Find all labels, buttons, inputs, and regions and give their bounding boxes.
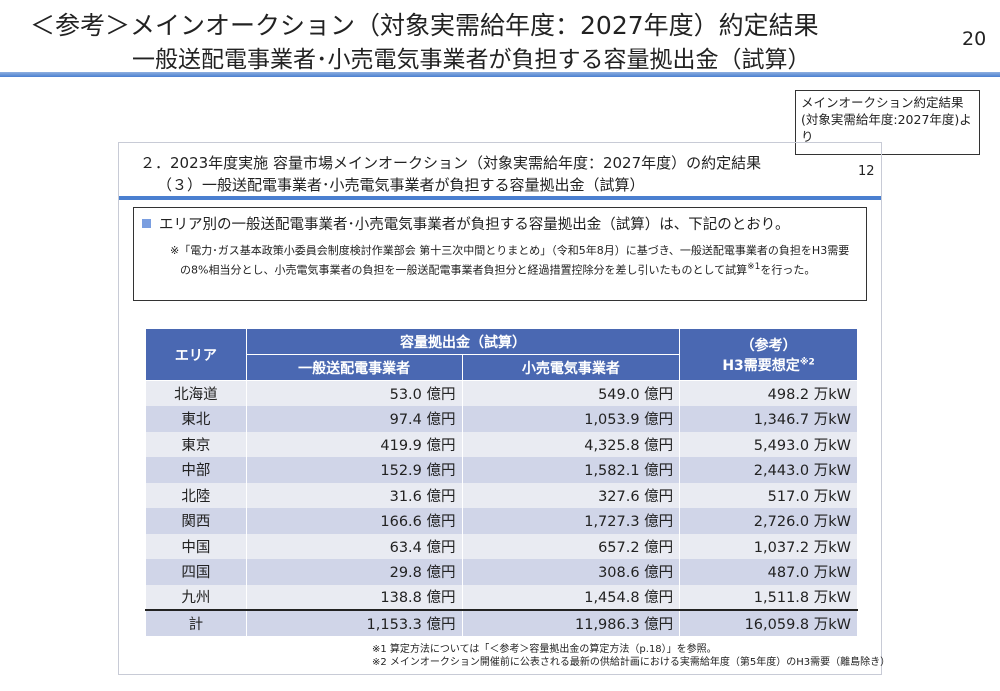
bullet-item: エリア別の一般送配電事業者･小売電気事業者が負担する容量拠出金（試算）は、下記の… bbox=[142, 213, 789, 234]
table-row: 東北 97.4 億円 1,053.9 億円 1,346.7 万kW bbox=[145, 406, 858, 432]
footnote-2: ※2 メインオークション開催前に公表される最新の供給計画における実需給年度（第5… bbox=[372, 657, 891, 668]
summary-box bbox=[133, 207, 867, 301]
table-row: 東京 419.9 億円 4,325.8 億円 5,493.0 万kW bbox=[145, 431, 858, 457]
slide-page-number: 12 bbox=[858, 164, 875, 179]
cell-c3: 1,346.7 万kW bbox=[679, 406, 858, 432]
cell-c1: 152.9 億円 bbox=[245, 457, 463, 483]
table-row: 四国 29.8 億円 308.6 億円 487.0 万kW bbox=[145, 559, 858, 585]
cell-c1: 97.4 億円 bbox=[245, 406, 463, 432]
cell-c3: 1,037.2 万kW bbox=[679, 533, 858, 559]
cell-area: 北海道 bbox=[145, 380, 247, 406]
bullet-text: エリア別の一般送配電事業者･小売電気事業者が負担する容量拠出金（試算）は、下記の… bbox=[159, 217, 790, 233]
cell-c3: 487.0 万kW bbox=[679, 559, 858, 585]
table-row: 北海道 53.0 億円 549.0 億円 498.2 万kW bbox=[145, 380, 858, 406]
cell-c1: 166.6 億円 bbox=[245, 508, 463, 534]
bullet-note: ※「電力･ガス基本政策小委員会制度検討作業部会 第十三次中間とりまとめ」（令和5… bbox=[170, 242, 860, 279]
total-c2: 11,986.3 億円 bbox=[461, 609, 681, 636]
table-row: 九州 138.8 億円 1,454.8 億円 1,511.8 万kW bbox=[145, 584, 858, 610]
bullet-note-end: を行った。 bbox=[760, 263, 816, 277]
footnote-1: ※1 算定方法については「＜参考＞容量拠出金の算定方法（p.18）」を参照。 bbox=[372, 644, 717, 655]
table-row: 関西 166.6 億円 1,727.3 億円 2,726.0 万kW bbox=[145, 508, 858, 534]
bullet-note-sup: ※1 bbox=[747, 262, 761, 272]
header-group: 容量拠出金（試算） bbox=[245, 328, 681, 355]
cell-c2: 1,582.1 億円 bbox=[461, 457, 681, 483]
cell-area: 九州 bbox=[145, 584, 247, 610]
cell-area: 東京 bbox=[145, 431, 247, 457]
header-reference: （参考） H3需要想定※2 bbox=[679, 328, 858, 381]
title-divider bbox=[0, 72, 1000, 77]
page-subtitle: 一般送配電事業者･小売電気事業者が負担する容量拠出金（試算） bbox=[132, 47, 811, 73]
header-ref-line1: （参考） bbox=[740, 337, 797, 354]
total-row: 計 1,153.3 億円 11,986.3 億円 16,059.8 万kW bbox=[145, 609, 858, 636]
bullet-note-text: ※「電力･ガス基本政策小委員会制度検討作業部会 第十三次中間とりまとめ」（令和5… bbox=[170, 244, 850, 277]
table-row: 中国 63.4 億円 657.2 億円 1,037.2 万kW bbox=[145, 533, 858, 559]
cell-c2: 308.6 億円 bbox=[461, 559, 681, 585]
header-ref-line2: H3需要想定 bbox=[722, 357, 800, 374]
embedded-slide-frame bbox=[118, 142, 882, 675]
header-col1: 一般送配電事業者 bbox=[245, 354, 463, 381]
cell-c3: 2,443.0 万kW bbox=[679, 457, 858, 483]
slide-subtitle: （３）一般送配電事業者･小売電気事業者が負担する容量拠出金（試算） bbox=[157, 176, 645, 194]
cell-c1: 419.9 億円 bbox=[245, 431, 463, 457]
cell-c2: 549.0 億円 bbox=[461, 380, 681, 406]
cell-area: 東北 bbox=[145, 406, 247, 432]
header-col2: 小売電気事業者 bbox=[461, 354, 681, 381]
header-ref-sup: ※2 bbox=[799, 356, 815, 367]
cell-c3: 5,493.0 万kW bbox=[679, 431, 858, 457]
cell-area: 関西 bbox=[145, 508, 247, 534]
page-title: ＜参考＞メインオークション（対象実需給年度：2027年度）約定結果 bbox=[30, 11, 819, 40]
cell-c1: 29.8 億円 bbox=[245, 559, 463, 585]
cell-c2: 657.2 億円 bbox=[461, 533, 681, 559]
cell-c3: 517.0 万kW bbox=[679, 482, 858, 508]
cell-c1: 31.6 億円 bbox=[245, 482, 463, 508]
table-row: 中部 152.9 億円 1,582.1 億円 2,443.0 万kW bbox=[145, 457, 858, 483]
total-c3: 16,059.8 万kW bbox=[679, 609, 858, 636]
cell-c2: 1,454.8 億円 bbox=[461, 584, 681, 610]
cell-c1: 53.0 億円 bbox=[245, 380, 463, 406]
cell-c2: 1,727.3 億円 bbox=[461, 508, 681, 534]
cell-c2: 4,325.8 億円 bbox=[461, 431, 681, 457]
cell-c1: 63.4 億円 bbox=[245, 533, 463, 559]
total-area: 計 bbox=[145, 609, 247, 636]
footnotes: ※1 算定方法については「＜参考＞容量拠出金の算定方法（p.18）」を参照。 ※… bbox=[372, 643, 890, 669]
contribution-table: エリア 容量拠出金（試算） （参考） H3需要想定※2 一般送配電事業者 小売電気… bbox=[145, 328, 858, 636]
header-area: エリア bbox=[145, 328, 247, 381]
slide-title: ２．2023年度実施 容量市場メインオークション（対象実需給年度：2027年度）… bbox=[140, 154, 762, 172]
cell-c3: 1,511.8 万kW bbox=[679, 584, 858, 610]
cell-c1: 138.8 億円 bbox=[245, 584, 463, 610]
cell-area: 中国 bbox=[145, 533, 247, 559]
page-number: 20 bbox=[962, 28, 987, 50]
cell-c2: 327.6 億円 bbox=[461, 482, 681, 508]
cell-area: 北陸 bbox=[145, 482, 247, 508]
cell-c3: 2,726.0 万kW bbox=[679, 508, 858, 534]
cell-c2: 1,053.9 億円 bbox=[461, 406, 681, 432]
slide-divider bbox=[119, 196, 881, 200]
total-c1: 1,153.3 億円 bbox=[245, 609, 463, 636]
cell-area: 四国 bbox=[145, 559, 247, 585]
table-row: 北陸 31.6 億円 327.6 億円 517.0 万kW bbox=[145, 482, 858, 508]
cell-c3: 498.2 万kW bbox=[679, 380, 858, 406]
source-note: メインオークション約定結果(対象実需給年度:2027年度)より bbox=[795, 90, 980, 155]
bullet-square-icon bbox=[142, 219, 151, 228]
cell-area: 中部 bbox=[145, 457, 247, 483]
